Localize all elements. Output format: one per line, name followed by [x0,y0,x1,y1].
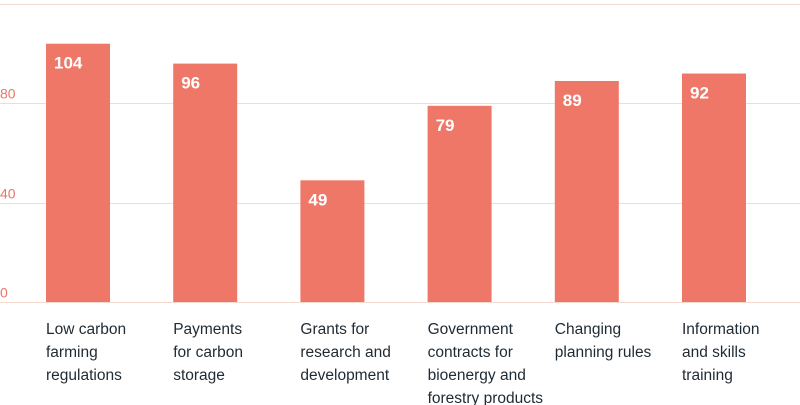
data-label: 89 [563,91,582,110]
y-tick-label: 0 [0,285,8,301]
data-label: 96 [181,74,200,93]
y-axis-ticks: 0 40 80 120 [0,0,24,301]
category-label: Grants for research and development [300,321,390,384]
bar [46,43,110,302]
category-label-line: research and [300,344,390,361]
category-label-line: training [682,367,733,384]
category-label-line: Government [428,321,514,338]
gridlines [0,4,800,303]
category-label-line: storage [173,367,225,384]
category-label-line: regulations [46,367,122,384]
category-label-line: planning rules [555,344,652,361]
data-labels: 104 96 49 79 89 92 [54,54,709,210]
category-label-line: Payments [173,321,242,338]
category-label: Government contracts for bioenergy and fore… [428,321,544,405]
data-label: 92 [690,84,709,103]
bar [682,73,746,303]
category-label-line: contracts for [428,344,513,361]
y-tick-label: 40 [0,186,16,202]
y-tick-label: 80 [0,86,16,102]
y-tick-label: 120 [0,0,24,3]
data-label: 79 [436,116,455,135]
bars [46,43,746,303]
category-label-line: Low carbon [46,321,126,338]
category-label-line: Information [682,321,760,338]
category-label-line: Grants for [300,321,369,338]
data-label: 49 [308,190,327,209]
data-label: 104 [54,54,83,73]
category-label-line: development [300,367,389,384]
category-label-line: farming [46,344,98,361]
bar [554,80,619,302]
category-label: Payments for carbon storage [173,321,243,384]
category-label-line: Changing [555,321,621,338]
x-axis-categories: Low carbon farming regulations Payments for … [46,321,760,405]
category-label: Changing planning rules [555,321,652,361]
category-label: Low carbon farming regulations [46,321,126,384]
category-label-line: and skills [682,344,746,361]
bar [427,105,492,302]
bar [173,63,238,302]
category-label-line: bioenergy and [428,367,526,384]
bar [300,180,365,302]
category-label-line: forestry products [428,390,544,405]
category-label: Information and skills training [682,321,760,384]
category-label-line: for carbon [173,344,243,361]
